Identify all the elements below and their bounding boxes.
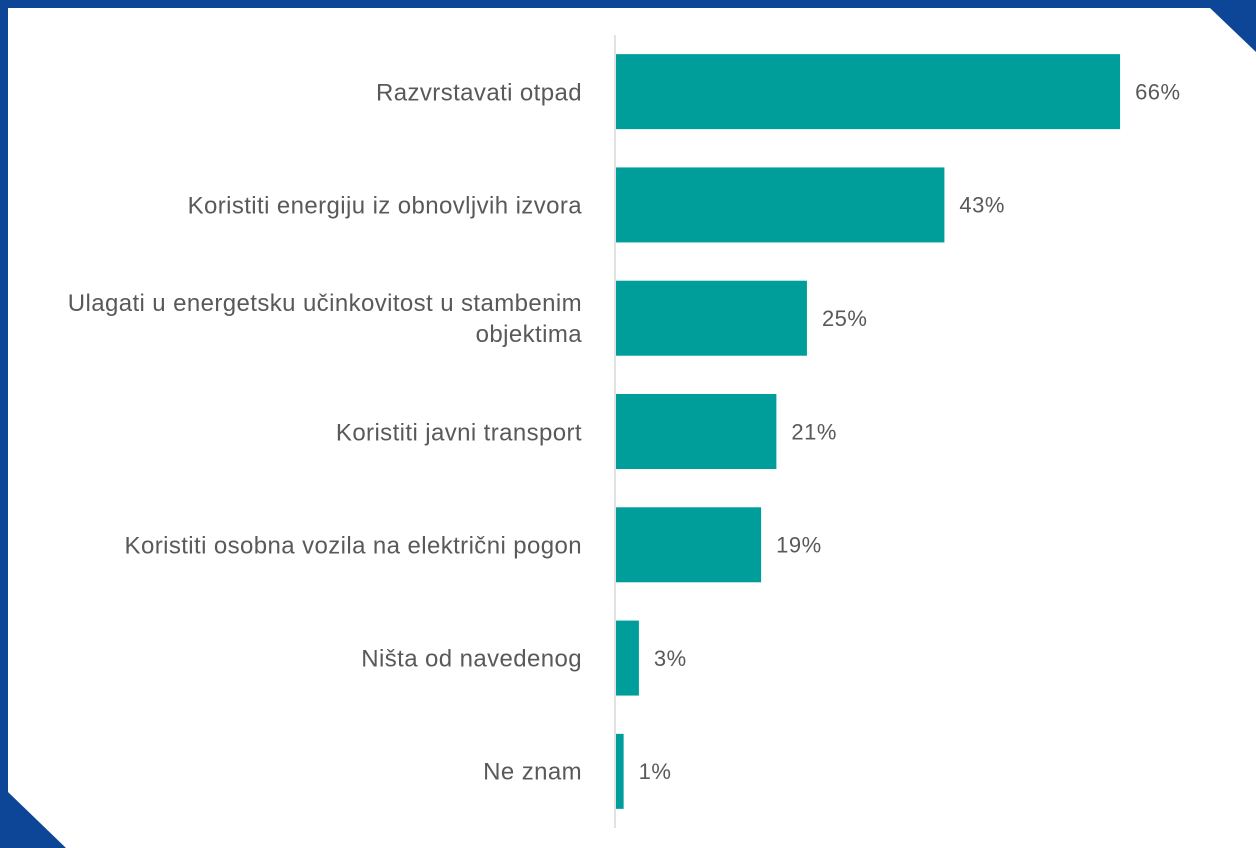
category-label: Ulagati u energetsku učinkovitost u stam… bbox=[67, 290, 582, 349]
value-label: 1% bbox=[639, 759, 672, 784]
category-label: Koristiti energiju iz obnovljvih izvora bbox=[187, 192, 582, 220]
value-label: 21% bbox=[791, 419, 837, 444]
bar bbox=[616, 54, 1121, 130]
bar bbox=[616, 507, 762, 583]
category-label: Ne znam bbox=[483, 758, 582, 786]
value-label: 43% bbox=[959, 193, 1005, 218]
bar bbox=[616, 620, 639, 696]
category-label: Razvrstavati otpad bbox=[376, 79, 582, 107]
bar bbox=[616, 280, 807, 356]
category-label: Koristiti osobna vozila na električni po… bbox=[124, 532, 582, 560]
value-label: 3% bbox=[654, 646, 687, 671]
bar bbox=[616, 733, 624, 809]
value-label: 66% bbox=[1135, 79, 1181, 104]
value-label: 19% bbox=[776, 533, 822, 558]
bar bbox=[616, 167, 945, 243]
category-label: Koristiti javni transport bbox=[335, 419, 582, 446]
category-label: Ništa od navedenog bbox=[361, 645, 582, 673]
value-label: 25% bbox=[822, 306, 868, 331]
bar bbox=[616, 394, 777, 469]
